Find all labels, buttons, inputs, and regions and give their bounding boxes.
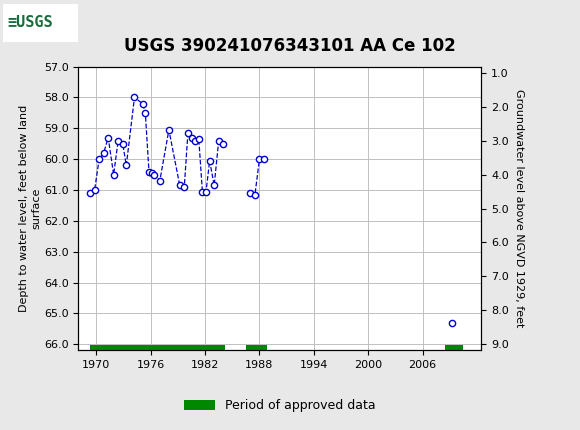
Text: ≡USGS: ≡USGS: [7, 15, 53, 30]
Y-axis label: Groundwater level above NGVD 1929, feet: Groundwater level above NGVD 1929, feet: [514, 89, 524, 328]
Y-axis label: Depth to water level, feet below land
surface: Depth to water level, feet below land su…: [20, 105, 41, 312]
Text: USGS 390241076343101 AA Ce 102: USGS 390241076343101 AA Ce 102: [124, 37, 456, 55]
Legend: Period of approved data: Period of approved data: [184, 399, 376, 412]
FancyBboxPatch shape: [3, 3, 78, 42]
